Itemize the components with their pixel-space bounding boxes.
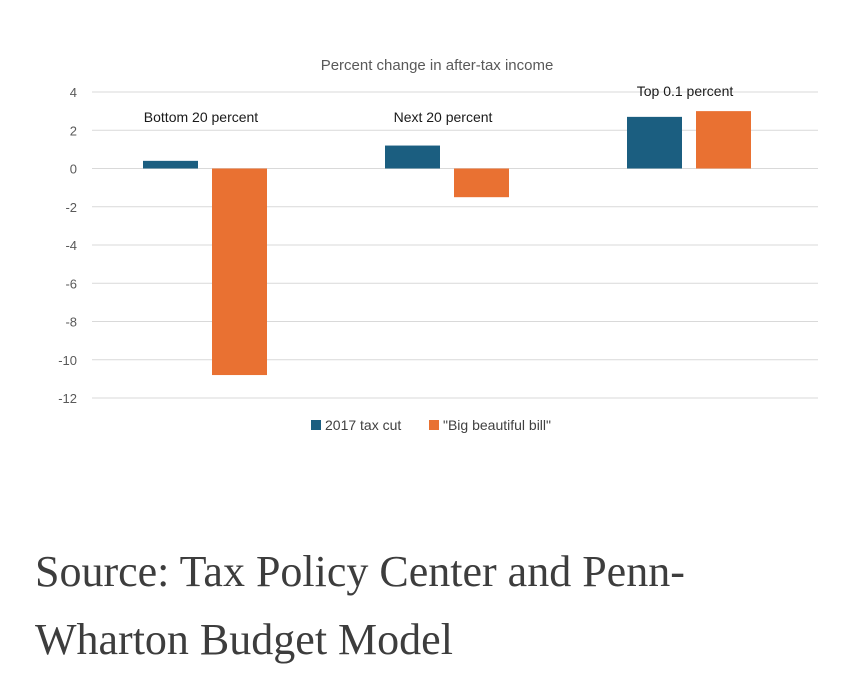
y-tick-label: -6 [65,276,77,291]
bar-big-beautiful-bill [212,168,267,376]
legend-swatch [311,420,321,430]
y-axis-ticks: 4 2 0 -2 -4 -6 -8 -10 -12 [58,85,77,406]
y-tick-label: 0 [70,162,77,177]
chart-title: Percent change in after-tax income [321,57,554,74]
bar-tax-cut-2017 [627,116,682,169]
legend-swatch [429,420,439,430]
category-label: Bottom 20 percent [144,109,259,125]
y-tick-label: 4 [70,85,77,100]
y-tick-label: -8 [65,315,77,330]
legend-label: "Big beautiful bill" [443,417,551,433]
bars [143,111,751,376]
category-labels: Bottom 20 percent Next 20 percent Top 0.1 … [144,83,734,125]
y-tick-label: -12 [58,391,77,406]
y-tick-label: -10 [58,353,77,368]
bar-tax-cut-2017 [385,145,440,169]
source-caption-line-1: Source: Tax Policy Center and Penn- [35,547,685,596]
bar-big-beautiful-bill [454,168,509,198]
y-tick-label: -2 [65,200,77,215]
y-tick-label: -4 [65,238,77,253]
category-label: Top 0.1 percent [637,83,734,99]
source-caption-line-2: Wharton Budget Model [35,615,453,664]
bar-tax-cut-2017 [143,160,198,169]
category-label: Next 20 percent [394,109,493,125]
y-tick-label: 2 [70,123,77,138]
bar-chart: Percent change in after-tax income 4 2 0 -2… [58,57,818,433]
legend-label: 2017 tax cut [325,417,401,433]
bar-big-beautiful-bill [696,111,751,169]
legend: 2017 tax cut "Big beautiful bill" [311,417,551,433]
source-caption: Source: Tax Policy Center and Penn- Whar… [35,538,835,674]
